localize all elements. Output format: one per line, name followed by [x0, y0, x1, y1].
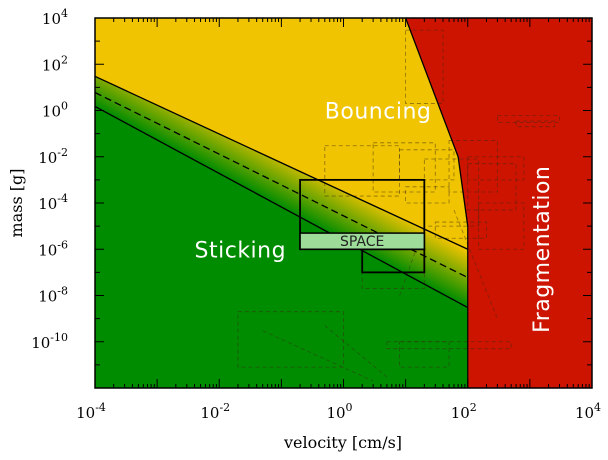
experiment-track	[453, 209, 498, 319]
y-tick-label: 10-8	[38, 285, 68, 306]
y-tick-label: 104	[42, 7, 68, 28]
tick-labels: 10-4 10-2 100 102 104 104 102 100 10-2 10-4 10-6 10…	[31, 7, 601, 422]
experiment-box	[515, 120, 555, 128]
region-sticking	[95, 106, 468, 388]
y-axis-title: mass [g]	[7, 169, 26, 238]
experiment-box	[434, 221, 487, 239]
y-tick-label: 100	[42, 100, 68, 121]
y-tick-label: 102	[42, 53, 68, 74]
experiment-box	[467, 156, 525, 181]
experiment-track	[399, 225, 425, 296]
experiment-box	[372, 142, 436, 193]
y-tick-label: 10-10	[31, 331, 68, 352]
experiment-box	[423, 158, 480, 227]
experiment-box	[496, 115, 560, 123]
boundary-sticking-upper	[95, 105, 469, 309]
x-axis-title: velocity [cm/s]	[283, 433, 402, 452]
experiment-box	[237, 311, 344, 368]
region-fragmentation	[405, 18, 592, 388]
region-label-bouncing: Bouncing	[325, 100, 432, 125]
experiment-box	[405, 186, 450, 204]
experiment-box	[467, 163, 517, 211]
space-label: SPACE	[340, 234, 384, 250]
experiment-box	[405, 29, 444, 104]
region-label-sticking: Sticking	[195, 238, 287, 263]
experiment-box	[386, 341, 512, 350]
x-tick-label: 10-4	[76, 401, 106, 422]
boundary-fragmentation	[405, 18, 469, 227]
axis-ticks	[94, 17, 593, 389]
y-tick-label: 10-6	[38, 238, 68, 259]
y-tick-label: 10-4	[38, 192, 68, 213]
space-box	[299, 232, 426, 250]
experiment-box	[478, 202, 525, 250]
x-tick-label: 100	[326, 401, 352, 422]
plot-area: SPACE Sticking Bouncing Fragmentation	[95, 18, 592, 388]
x-tick-label: 10-2	[200, 401, 230, 422]
y-tick-label: 10-2	[38, 146, 68, 167]
experiment-box	[448, 140, 498, 193]
x-tick-label: 102	[451, 401, 477, 422]
x-tick-label: 104	[575, 401, 601, 422]
boundary-bouncing-lower	[95, 75, 469, 250]
experiment-track	[262, 330, 374, 382]
region-label-fragmentation: Fragmentation	[530, 166, 555, 333]
